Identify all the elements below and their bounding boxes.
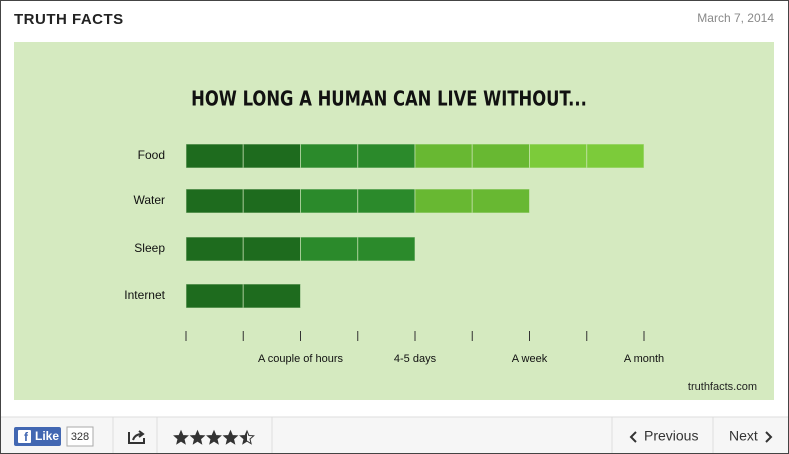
bar-segment: [185, 143, 244, 169]
date: March 7, 2014: [697, 11, 774, 25]
bar-segment: [185, 188, 244, 214]
chart-panel: [14, 42, 774, 400]
next-button[interactable]: Next: [729, 428, 773, 444]
x-tick-label: A month: [624, 353, 664, 365]
bar-segment: [471, 143, 530, 169]
bar-segment: [185, 236, 244, 262]
bar-segment: [471, 188, 530, 214]
footer-separators: [112, 417, 714, 453]
star: [240, 431, 247, 444]
bar-segment: [242, 143, 301, 169]
star: [190, 431, 205, 444]
source: truthfacts.com: [688, 381, 757, 393]
category-label: Food: [138, 148, 165, 162]
next-label: Next: [729, 428, 758, 444]
bar-segment: [242, 283, 301, 309]
x-tick-label: A week: [512, 353, 548, 365]
bar-segment: [300, 236, 359, 262]
bar-segment: [242, 188, 301, 214]
bar-segment: [357, 143, 416, 169]
bar-segment: [529, 143, 588, 169]
bar-segment: [300, 188, 359, 214]
category-label: Sleep: [134, 241, 165, 255]
bar-segment: [242, 236, 301, 262]
bar-segment: [357, 188, 416, 214]
like-count: 328: [71, 431, 89, 443]
category-label: Water: [133, 193, 165, 207]
star: [223, 431, 238, 444]
like-button[interactable]: f Like: [14, 427, 61, 446]
bar-segment: [414, 188, 473, 214]
previous-label: Previous: [644, 428, 698, 444]
footer-bar: [1, 417, 788, 453]
star: [174, 431, 188, 444]
like-count-box: [66, 426, 94, 447]
bar-segment: [185, 283, 244, 309]
bar-segment: [357, 236, 416, 262]
chart-title: HOW LONG A HUMAN CAN LIVE WITHOUT...: [191, 88, 587, 111]
site-title: TRUTH FACTS: [14, 11, 124, 28]
svg-text:f: f: [24, 430, 29, 444]
share-icon[interactable]: [128, 430, 145, 444]
bar-segment: [414, 143, 473, 169]
bar-segment: [586, 143, 645, 169]
rating[interactable]: [173, 429, 255, 445]
category-label: Internet: [124, 288, 165, 302]
like-label: Like: [35, 429, 59, 443]
x-tick-label: 4-5 days: [394, 353, 437, 365]
previous-button[interactable]: Previous: [629, 428, 698, 444]
x-tick-label: A couple of hours: [258, 353, 344, 365]
star: [207, 431, 221, 444]
bar-segment: [300, 143, 359, 169]
